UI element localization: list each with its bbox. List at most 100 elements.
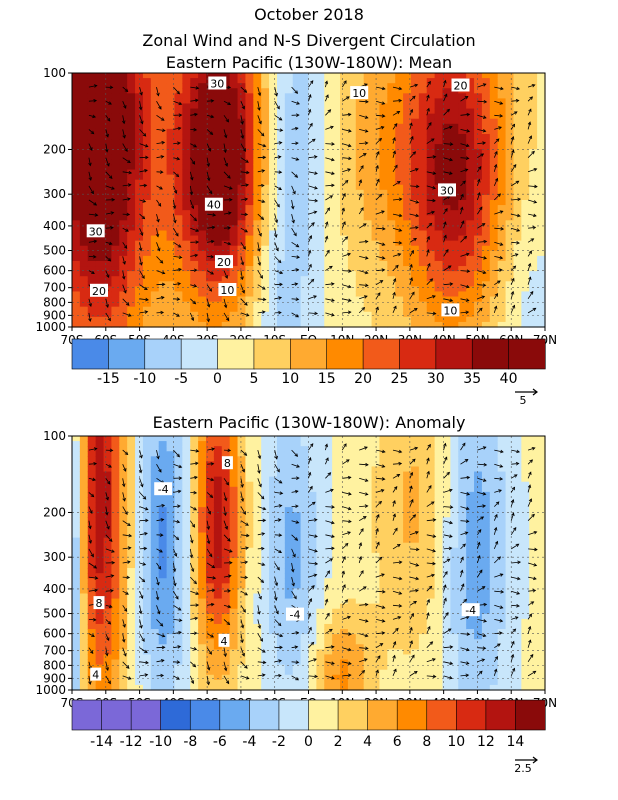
field-cell — [292, 144, 302, 150]
field-cell — [79, 679, 89, 686]
field-cell — [206, 88, 215, 94]
field-cell — [505, 266, 515, 272]
field-cell — [190, 532, 199, 539]
field-cell — [537, 205, 546, 211]
wind-vector — [156, 199, 162, 207]
field-cell — [127, 108, 136, 115]
field-cell — [537, 88, 546, 94]
field-cell — [166, 260, 176, 267]
field-cell — [198, 133, 207, 140]
field-cell — [434, 83, 444, 89]
field-cell — [103, 557, 113, 564]
field-cell — [261, 149, 270, 155]
wind-vector-head — [93, 99, 98, 103]
wind-vector — [359, 142, 368, 144]
field-cell — [276, 260, 286, 267]
field-cell — [497, 235, 507, 242]
field-cell — [474, 220, 483, 226]
field-cell — [190, 286, 199, 293]
field-cell — [198, 73, 207, 79]
field-cell — [418, 316, 428, 323]
field-cell — [72, 436, 81, 442]
wind-vector — [240, 86, 247, 93]
field-cell — [521, 286, 530, 293]
field-cell — [213, 578, 223, 584]
field-cell — [481, 291, 491, 298]
field-cell — [182, 684, 191, 691]
field-cell — [206, 255, 215, 262]
field-cell — [103, 128, 113, 135]
field-cell — [418, 291, 428, 298]
wind-vector — [274, 213, 278, 223]
field-cell — [521, 230, 530, 237]
field-cell — [190, 684, 199, 691]
field-cell — [300, 123, 310, 130]
field-cell — [158, 108, 168, 115]
field-cell — [347, 301, 357, 308]
field-cell — [363, 113, 373, 120]
field-cell — [111, 568, 120, 574]
field-cell — [119, 169, 128, 176]
wind-vector — [494, 256, 503, 259]
field-cell — [87, 235, 97, 242]
field-cell — [269, 276, 278, 282]
field-cell — [371, 123, 381, 130]
field-cell — [316, 271, 325, 277]
field-cell — [127, 210, 136, 216]
field-cell — [410, 316, 420, 323]
field-cell — [127, 78, 136, 84]
field-cell — [213, 436, 223, 442]
field-cell — [481, 311, 491, 318]
field-cell — [442, 245, 451, 252]
field-cell — [237, 154, 247, 160]
field-cell — [269, 189, 278, 196]
field-cell — [529, 179, 538, 186]
field-cell — [127, 200, 136, 206]
field-cell — [72, 446, 81, 452]
wind-vector-head — [358, 192, 363, 197]
field-cell — [166, 271, 176, 277]
field-cell — [198, 496, 207, 503]
field-cell — [481, 276, 491, 282]
field-cell — [371, 144, 381, 150]
field-cell — [276, 220, 286, 226]
wind-vector — [291, 185, 296, 194]
field-cell — [95, 568, 105, 574]
field-cell — [72, 496, 81, 503]
field-cell — [513, 281, 522, 287]
field-cell — [190, 547, 199, 554]
field-cell — [174, 588, 183, 595]
field-cell — [489, 271, 499, 277]
field-cell — [150, 563, 160, 569]
field-cell — [481, 98, 491, 105]
field-cell — [213, 184, 223, 191]
field-cell — [166, 240, 176, 247]
field-cell — [221, 266, 231, 272]
field-cell — [190, 436, 199, 442]
field-cell — [379, 149, 388, 155]
contour-label-bg — [204, 197, 223, 211]
field-cell — [237, 93, 247, 99]
field-cell — [87, 215, 97, 221]
field-cell — [529, 260, 538, 267]
field-cell — [190, 517, 199, 523]
wind-vector — [460, 143, 470, 147]
field-cell — [87, 103, 97, 110]
wind-vector — [206, 284, 212, 292]
field-cell — [111, 245, 120, 252]
wind-vector-head — [261, 310, 266, 314]
field-cell — [87, 583, 97, 589]
wind-vector — [122, 242, 128, 249]
wind-vector — [122, 184, 131, 187]
field-cell — [229, 321, 239, 328]
field-cell — [103, 446, 113, 452]
field-cell — [72, 593, 81, 600]
field-cell — [229, 133, 239, 140]
field-cell — [72, 133, 81, 140]
field-cell — [206, 654, 215, 661]
field-cell — [395, 286, 404, 293]
field-cell — [395, 205, 404, 211]
field-cell — [379, 83, 388, 89]
field-cell — [403, 230, 412, 237]
field-cell — [300, 205, 310, 211]
